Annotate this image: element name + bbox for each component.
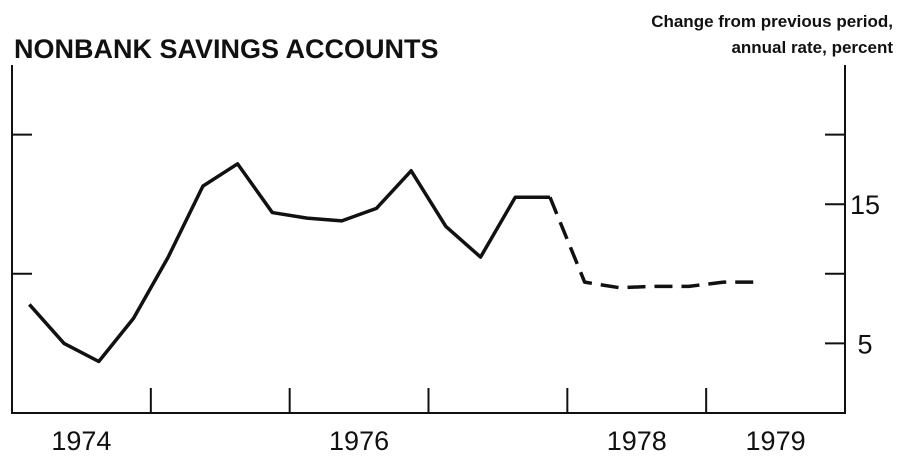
line-series <box>28 162 550 364</box>
x-tick-label: 1974 <box>51 426 111 456</box>
x-tick-label: 1976 <box>329 426 389 456</box>
x-tick-label: 1979 <box>746 426 806 456</box>
y-tick-label: 15 <box>850 190 880 220</box>
chart-subtitle: annual rate, percent <box>731 38 893 57</box>
x-tick-label: 1978 <box>607 426 667 456</box>
chart-subtitle: Change from previous period, <box>651 12 893 31</box>
line-series <box>548 196 759 290</box>
chart-title: NONBANK SAVINGS ACCOUNTS <box>14 34 439 64</box>
y-tick-label: 5 <box>857 329 872 359</box>
